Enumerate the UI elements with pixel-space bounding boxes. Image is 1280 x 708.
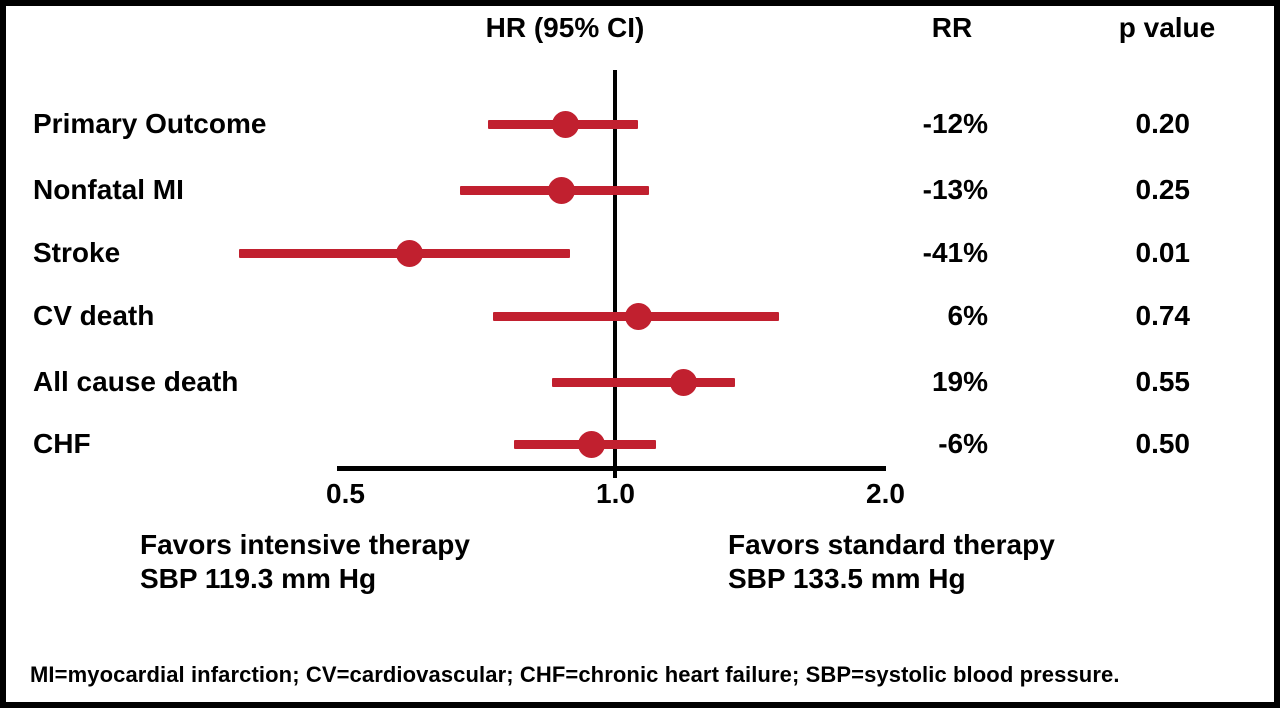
favors-standard-label: Favors standard therapy SBP 133.5 mm Hg bbox=[728, 528, 1055, 596]
p-value: 0.25 bbox=[1135, 174, 1191, 205]
rr-value: -41% bbox=[922, 237, 988, 268]
confidence-interval-bar bbox=[552, 377, 736, 387]
favors-standard-sbp: SBP 133.5 mm Hg bbox=[728, 563, 966, 594]
x-axis-tick-label: 1.0 bbox=[596, 478, 635, 509]
hazard-ratio-point bbox=[396, 239, 424, 267]
rr-value: 6% bbox=[947, 300, 988, 331]
row-label: Primary Outcome bbox=[33, 108, 267, 139]
reference-line-hr-1 bbox=[613, 70, 617, 478]
column-header-p-value: p value bbox=[1118, 12, 1216, 43]
row-label: CV death bbox=[33, 300, 155, 331]
x-axis-line bbox=[337, 466, 886, 471]
footnote-abbreviations: MI=myocardial infarction; CV=cardiovascu… bbox=[30, 662, 1120, 687]
x-axis-tick-label: 0.5 bbox=[326, 478, 365, 509]
x-axis-tick-label: 2.0 bbox=[866, 478, 905, 509]
column-header-hr-ci: HR (95% CI) bbox=[485, 12, 645, 43]
p-value: 0.01 bbox=[1135, 237, 1191, 268]
hazard-ratio-point bbox=[547, 176, 575, 204]
column-header-rr: RR bbox=[931, 12, 973, 43]
p-value: 0.50 bbox=[1135, 428, 1191, 459]
favors-standard-line1: Favors standard therapy bbox=[728, 529, 1055, 560]
p-value: 0.20 bbox=[1135, 108, 1191, 139]
p-value: 0.74 bbox=[1135, 300, 1191, 331]
favors-intensive-label: Favors intensive therapy SBP 119.3 mm Hg bbox=[140, 528, 470, 596]
row-label: Stroke bbox=[33, 237, 121, 268]
rr-value: -6% bbox=[938, 428, 988, 459]
hazard-ratio-point bbox=[577, 430, 605, 458]
rr-value: -12% bbox=[922, 108, 988, 139]
rr-value: 19% bbox=[931, 366, 988, 397]
hazard-ratio-point bbox=[669, 368, 697, 396]
p-value: 0.55 bbox=[1135, 366, 1191, 397]
hazard-ratio-point bbox=[552, 110, 580, 138]
favors-intensive-sbp: SBP 119.3 mm Hg bbox=[140, 563, 377, 594]
row-label: All cause death bbox=[33, 366, 239, 397]
row-label: CHF bbox=[33, 428, 91, 459]
hazard-ratio-point bbox=[624, 302, 652, 330]
favors-intensive-line1: Favors intensive therapy bbox=[140, 529, 470, 560]
row-label: Nonfatal MI bbox=[33, 174, 184, 205]
rr-value: -13% bbox=[922, 174, 988, 205]
